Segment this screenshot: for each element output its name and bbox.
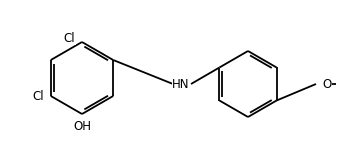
Text: Cl: Cl xyxy=(63,31,75,44)
Text: OH: OH xyxy=(73,120,91,133)
Text: HN: HN xyxy=(172,78,190,91)
Text: O: O xyxy=(322,78,331,91)
Text: Cl: Cl xyxy=(32,91,44,104)
